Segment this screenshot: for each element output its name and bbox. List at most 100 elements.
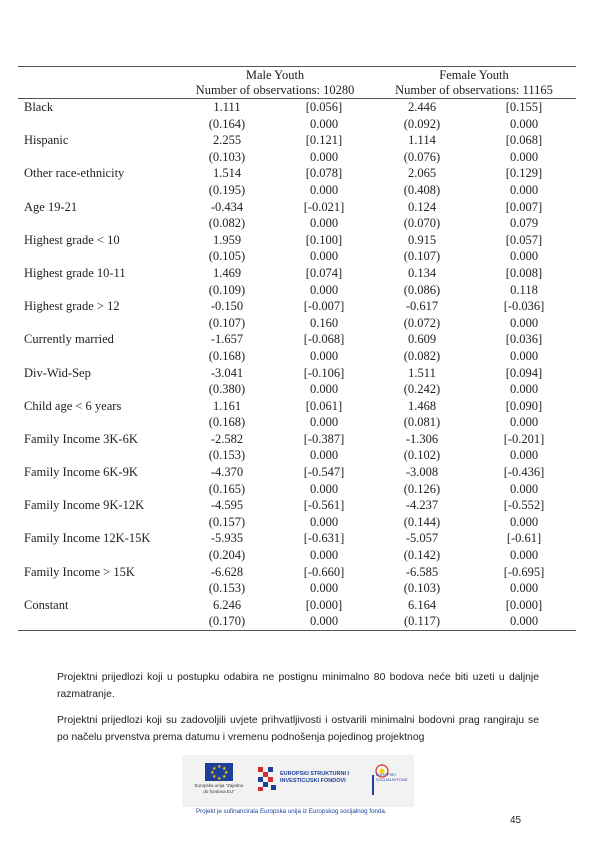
male-effect-cell: 0.000: [309, 149, 339, 164]
esif-logo: EUROPSKI STRUKTURNI I INVESTICIJSKI FOND…: [256, 761, 356, 801]
male-coef-cell: (0.153): [208, 448, 246, 463]
female-effect-cell: 0.000: [509, 514, 539, 529]
table-row: (0.170) 0.000 (0.117) 0.000: [18, 613, 576, 632]
male-coef-cell: 1.514: [212, 166, 242, 181]
male-coef-cell: (0.157): [208, 514, 246, 529]
row-label: [18, 215, 178, 232]
female-coef-cell: (0.144): [403, 514, 441, 529]
female-coef-cell: (0.102): [403, 448, 441, 463]
row-label: [18, 315, 178, 332]
female-coef-cell: 2.065: [407, 166, 437, 181]
female-effect-cell: 0.079: [509, 216, 539, 231]
male-effect-cell: 0.000: [309, 182, 339, 197]
row-label: Family Income 9K-12K: [24, 498, 145, 513]
row-label: Age 19-21: [24, 199, 78, 214]
male-coef-cell: 1.161: [212, 398, 242, 413]
male-effect-cell: 0.000: [309, 382, 339, 397]
female-effect-cell: 0.000: [509, 182, 539, 197]
header-blank: [18, 68, 178, 83]
male-coef-cell: (0.109): [208, 282, 246, 297]
table-row: Family Income 12K-15K -5.935 [-0.631] -5.05…: [18, 530, 576, 547]
male-effect-cell: 0.160: [309, 315, 339, 330]
paragraph-ranking: Projektni prijedlozi koji su zadovoljili…: [57, 715, 539, 743]
female-coef-cell: (0.076): [403, 149, 441, 164]
row-label: [18, 149, 178, 166]
page-number: 45: [510, 815, 522, 826]
female-coef-cell: 1.511: [408, 365, 436, 380]
male-effect-cell: [0.056]: [305, 100, 343, 114]
row-label: [18, 580, 178, 597]
row-label: [18, 248, 178, 265]
male-coef-cell: -4.370: [210, 465, 244, 480]
female-coef-cell: (0.086): [403, 282, 441, 297]
eu-logo: ★ ★ ★ ★ ★ ★ ★ ★ Europska unija "Zajedno …: [194, 763, 244, 795]
female-effect-cell: [0.155]: [505, 100, 543, 114]
table-row: (0.195) 0.000 (0.408) 0.000: [18, 182, 576, 199]
male-coef-cell: -0.150: [210, 299, 244, 314]
female-effect-cell: 0.000: [509, 481, 539, 496]
male-coef-cell: -5.935: [210, 531, 244, 546]
row-label: Other race-ethnicity: [24, 166, 125, 181]
row-label: [18, 447, 178, 464]
male-coef-cell: (0.165): [208, 481, 246, 496]
male-effect-cell: 0.000: [309, 481, 339, 496]
table-row: Hispanic 2.255 [0.121] 1.114 [0.068]: [18, 132, 576, 149]
row-label: [18, 414, 178, 431]
female-effect-cell: [0.008]: [505, 265, 543, 280]
table-row: Child age < 6 years 1.161 [0.061] 1.468 [0.0…: [18, 398, 576, 415]
male-coef-cell: (0.380): [208, 382, 246, 397]
male-effect-cell: 0.000: [309, 282, 339, 297]
funding-caption: Projekt je sufinancirala Europska unija …: [196, 808, 387, 815]
male-coef-cell: 2.255: [212, 133, 242, 148]
female-effect-cell: [-0.61]: [506, 531, 542, 546]
female-coef-cell: (0.142): [403, 548, 441, 563]
male-effect-cell: 0.000: [309, 548, 339, 563]
female-coef-cell: (0.072): [403, 315, 441, 330]
female-coef-cell: 0.134: [407, 265, 437, 280]
table-row: Other race-ethnicity 1.514 [0.078] 2.065 [0.…: [18, 165, 576, 182]
table-row: Family Income 3K-6K -2.582 [-0.387] -1.306 […: [18, 431, 576, 448]
female-effect-cell: 0.000: [509, 348, 539, 363]
table-row: Div-Wid-Sep -3.041 [-0.106] 1.511 [0.094]: [18, 365, 576, 382]
female-coef-cell: 6.164: [407, 597, 437, 612]
female-coef-cell: 0.609: [407, 332, 437, 347]
table-row: (0.380) 0.000 (0.242) 0.000: [18, 381, 576, 398]
female-coef-cell: 0.124: [407, 199, 437, 214]
row-label: [18, 547, 178, 564]
female-coef-cell: -1.306: [405, 431, 439, 446]
female-coef-cell: -3.008: [405, 465, 439, 480]
male-effect-cell: 0.000: [309, 415, 339, 430]
male-effect-cell: [-0.106]: [303, 365, 345, 380]
croatian-checkerboard-icon: [258, 767, 276, 791]
table-row: Highest grade 10-11 1.469 [0.074] 0.134 [0.0…: [18, 265, 576, 282]
table-row: Highest grade < 10 1.959 [0.100] 0.915 [0.05…: [18, 232, 576, 249]
header-obs-male: Number of observations: 10280: [178, 83, 372, 99]
female-coef-cell: (0.070): [403, 216, 441, 231]
table-row: (0.164) 0.000 (0.092) 0.000: [18, 116, 576, 133]
female-effect-cell: 0.000: [509, 448, 539, 463]
row-label: [18, 182, 178, 199]
eu-logo-text: Europska unija "Zajedno do fondova EU": [194, 783, 244, 794]
male-coef-cell: (0.153): [208, 581, 246, 596]
male-effect-cell: [-0.547]: [303, 465, 345, 480]
table-row: (0.107) 0.160 (0.072) 0.000: [18, 315, 576, 332]
female-coef-cell: (0.117): [372, 613, 472, 632]
male-coef-cell: (0.195): [208, 182, 246, 197]
row-label: Family Income 12K-15K: [24, 531, 151, 546]
esf-logo-text: EUROPSKI SOCIJALNI FOND: [376, 773, 408, 782]
female-effect-cell: 0.000: [509, 116, 539, 131]
regression-table: Male Youth Female Youth Number of observ…: [18, 66, 576, 632]
female-effect-cell: 0.000: [509, 249, 539, 264]
male-effect-cell: [-0.021]: [303, 199, 345, 214]
row-label: Child age < 6 years: [24, 398, 122, 413]
male-effect-cell: [0.000]: [305, 597, 343, 612]
paragraph-minimum-points: Projektni prijedlozi koji u postupku oda…: [57, 672, 539, 700]
male-coef-cell: (0.103): [208, 149, 246, 164]
female-coef-cell: 2.446: [407, 100, 437, 114]
female-effect-cell: 0.000: [509, 581, 539, 596]
table-row: (0.109) 0.000 (0.086) 0.118: [18, 282, 576, 299]
row-label: Highest grade < 10: [24, 232, 120, 247]
male-coef-cell: (0.105): [208, 249, 246, 264]
table-row: Currently married -1.657 [-0.068] 0.609 [0.0…: [18, 331, 576, 348]
male-effect-cell: [-0.068]: [303, 332, 345, 347]
